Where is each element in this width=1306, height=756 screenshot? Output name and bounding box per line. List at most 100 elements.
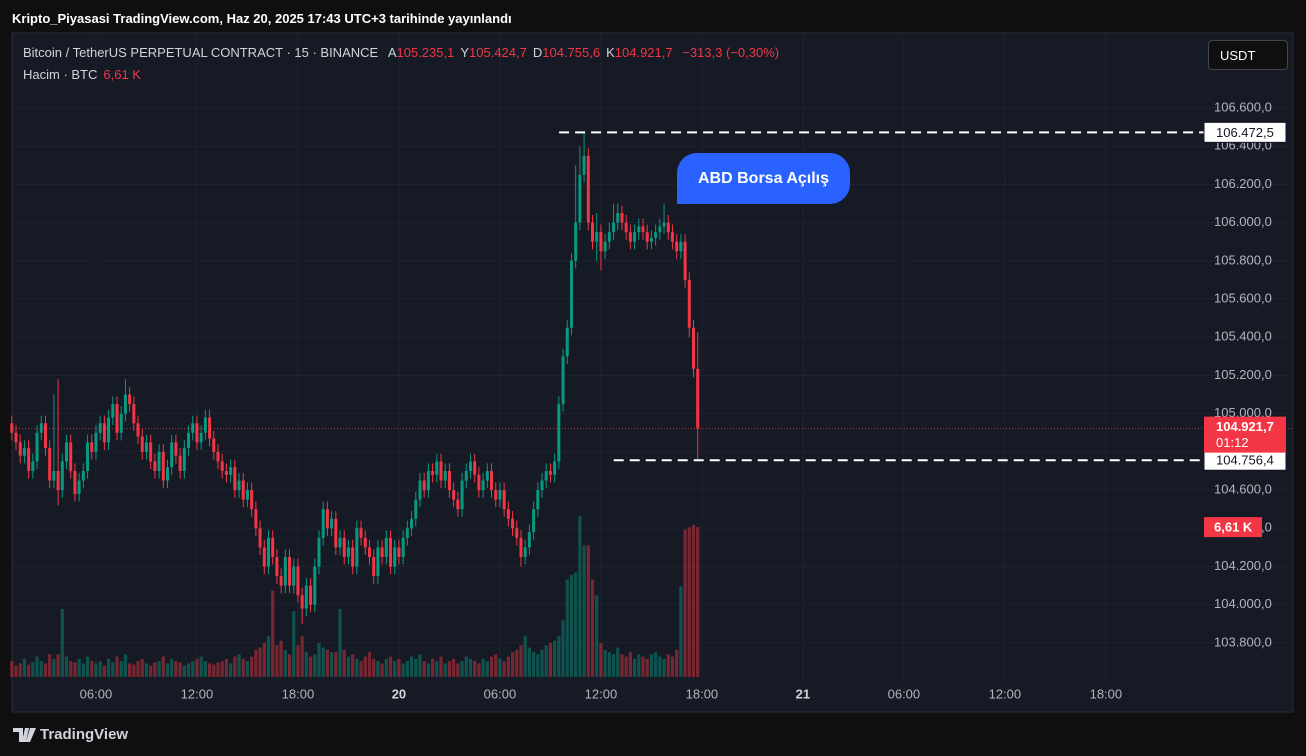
x-tick-label: 06:00 <box>80 686 113 701</box>
candle-body <box>473 461 477 475</box>
symbol-title: Bitcoin / TetherUS PERPETUAL CONTRACT · … <box>23 45 379 60</box>
volume-bar <box>414 658 418 677</box>
candle-body <box>313 566 317 605</box>
candle-body <box>683 241 687 280</box>
y-tick-label: 103.800,0 <box>1214 634 1272 649</box>
volume-bar <box>477 663 481 677</box>
volume-bar <box>590 579 595 677</box>
volume-bar <box>157 661 161 677</box>
volume-bar <box>367 652 372 677</box>
x-tick-label: 18:00 <box>686 686 719 701</box>
candle-body <box>191 423 195 433</box>
volume-bar <box>447 661 452 677</box>
candle-body <box>649 237 653 242</box>
candle-body <box>599 232 603 252</box>
candle-body <box>115 404 119 433</box>
candle-body <box>641 226 645 233</box>
volume-bar <box>304 652 308 677</box>
volume-bar <box>666 654 670 677</box>
candle-body <box>288 556 292 586</box>
candle-body <box>565 327 569 357</box>
volume-bar <box>128 663 132 677</box>
volume-bar <box>85 656 90 677</box>
candle-body <box>275 556 279 577</box>
volume-bar <box>119 661 123 677</box>
candle-body <box>612 222 616 233</box>
volume-bar <box>481 658 485 677</box>
volume-bar <box>35 656 39 677</box>
candle-body <box>515 528 519 538</box>
currency-button[interactable]: USDT <box>1208 40 1288 70</box>
volume-bar <box>376 661 380 677</box>
candle-body <box>346 547 350 557</box>
candle-body <box>628 232 632 242</box>
volume-bar <box>578 516 582 677</box>
ohlc: A105.235,1 Y105.424,7 D104.755,6 K104.921,7 <box>382 45 673 60</box>
volume-bar <box>203 661 207 677</box>
volume-bar <box>233 656 237 677</box>
volume-bar <box>510 652 515 677</box>
volume-bar <box>64 656 69 677</box>
volume-bar <box>670 656 675 677</box>
volume-bar <box>296 645 300 677</box>
candle-body <box>679 241 683 252</box>
volume-bar <box>292 611 296 677</box>
volume-bar <box>39 661 43 677</box>
candle-body <box>22 448 26 456</box>
volume-value: 6,61 K <box>103 67 141 82</box>
volume-bar <box>561 620 565 677</box>
candle-body <box>195 423 199 443</box>
candle-body <box>536 490 540 510</box>
candle-body <box>178 455 182 471</box>
candle-body <box>90 442 94 452</box>
candle-body <box>174 442 178 456</box>
volume-bar <box>384 658 388 677</box>
candle-body <box>616 213 620 223</box>
y-tick-label: 106.200,0 <box>1214 176 1272 191</box>
volume-bar <box>679 586 683 677</box>
volume-bar <box>595 595 599 677</box>
candle-body <box>351 547 355 567</box>
volume-bar <box>77 658 81 677</box>
candle-body <box>477 474 481 491</box>
volume-bar <box>10 661 14 677</box>
candle-body <box>603 241 607 252</box>
volume-bar <box>102 665 106 677</box>
volume-bar <box>178 662 182 677</box>
candle-body <box>460 480 464 510</box>
volume-bar <box>313 654 317 677</box>
candle-body <box>149 442 153 462</box>
volume-title: Hacim · BTC <box>23 67 98 82</box>
candle-body <box>456 499 460 510</box>
candle-body <box>77 480 81 494</box>
candle-body <box>52 470 56 481</box>
candle-body <box>355 528 359 567</box>
volume-bar <box>691 525 696 677</box>
volume-bar <box>536 654 540 677</box>
volume-bar <box>27 664 31 677</box>
volume-bar <box>43 663 48 677</box>
volume-bar <box>586 545 590 677</box>
candle-body <box>98 423 102 433</box>
grid: 106.600,0106.400,0106.200,0106.000,0105.… <box>13 34 1292 701</box>
candle-body <box>203 417 207 433</box>
candle-body <box>56 470 60 491</box>
candle-body <box>342 537 346 557</box>
candle-body <box>170 442 174 468</box>
volume-bar <box>637 654 641 677</box>
candle-body <box>157 451 161 471</box>
candle-body <box>447 470 451 491</box>
x-tick-label: 06:00 <box>888 686 921 701</box>
volume-bar <box>14 665 18 677</box>
candle-body <box>216 451 220 462</box>
x-tick-label: 06:00 <box>484 686 517 701</box>
volume-bar <box>250 656 254 677</box>
candle-body <box>557 404 561 462</box>
volume-bar <box>624 656 628 677</box>
volume-bar <box>123 654 128 677</box>
ohlc-key: Y <box>460 45 470 60</box>
candle-body <box>435 461 439 475</box>
candle-body <box>258 528 262 548</box>
ohlc-value: 105.424,7 <box>469 45 527 60</box>
